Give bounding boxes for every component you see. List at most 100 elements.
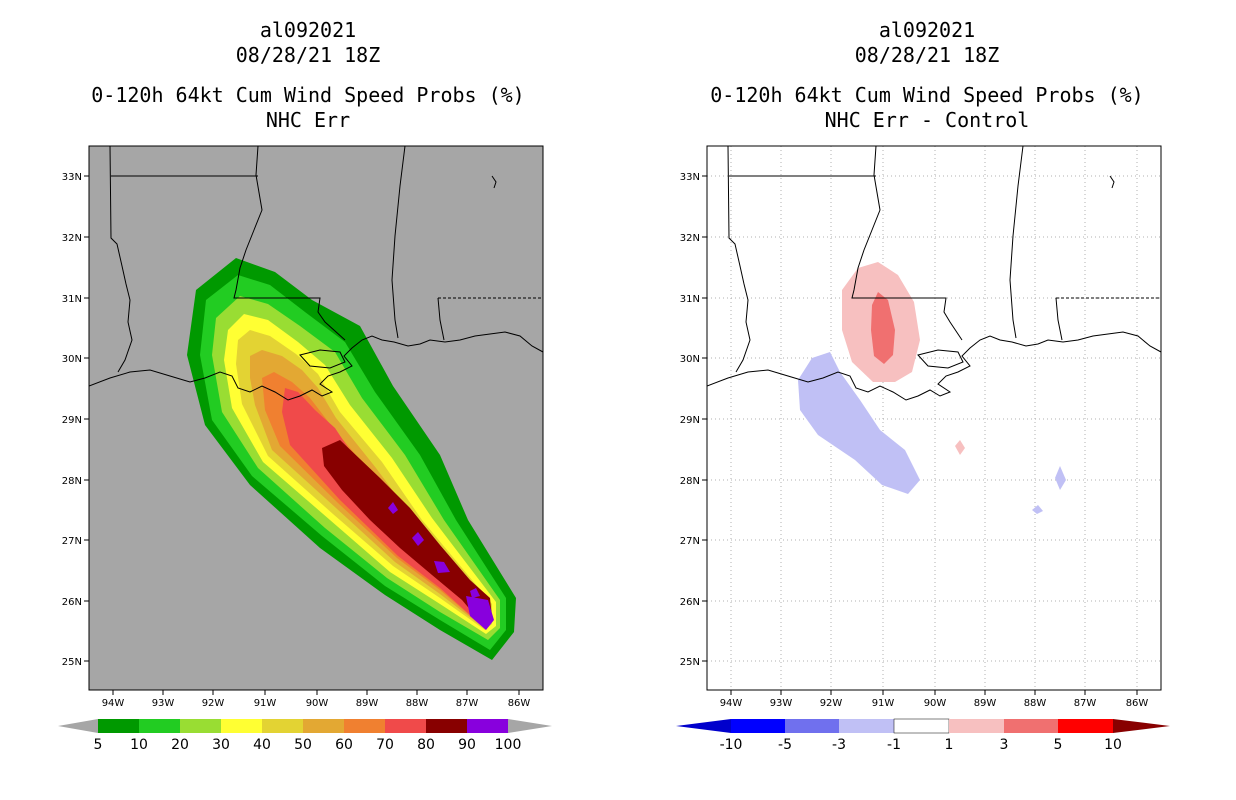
state-border	[233, 146, 346, 341]
colorbar-label: 60	[335, 737, 353, 753]
colorbar-under-triangle	[58, 719, 98, 733]
lat-label: 26N	[62, 597, 82, 608]
lat-label: 30N	[680, 354, 700, 365]
state-border	[851, 146, 963, 341]
colorbar-label: -3	[832, 737, 846, 753]
lon-label: 90W	[924, 698, 947, 709]
lat-label: 27N	[680, 536, 700, 547]
colorbar-over-triangle	[1113, 719, 1170, 733]
lat-label: 29N	[62, 415, 82, 426]
colorbar-swatch	[344, 719, 385, 733]
colorbar-swatch	[839, 719, 894, 733]
lon-label: 88W	[406, 698, 429, 709]
left-title: 0-120h 64kt Cum Wind Speed Probs (%)	[91, 83, 525, 107]
colorbar-label: 20	[171, 737, 189, 753]
colorbar-swatch	[98, 719, 139, 733]
state-border	[437, 297, 445, 341]
state-border	[391, 146, 406, 339]
lon-label: 88W	[1024, 698, 1047, 709]
lat-label: 28N	[62, 476, 82, 487]
colorbar-over-triangle	[508, 719, 552, 733]
lon-label: 94W	[102, 698, 125, 709]
lon-label: 91W	[254, 698, 277, 709]
colorbar-under-triangle	[676, 719, 731, 733]
lon-label: 92W	[820, 698, 843, 709]
lat-label: 25N	[680, 657, 700, 668]
coastline	[89, 331, 543, 401]
right-map-background	[707, 146, 1161, 690]
contour-90-spot	[412, 532, 424, 546]
state-border	[1009, 146, 1024, 339]
colorbar-swatch	[785, 719, 839, 733]
lon-label: 89W	[974, 698, 997, 709]
left-probability-contours	[187, 258, 516, 660]
positive-contour-1-spot	[955, 440, 965, 455]
coastline	[707, 331, 1161, 401]
lat-label: 33N	[62, 172, 82, 183]
state-border	[727, 146, 751, 373]
lat-label: 33N	[680, 172, 700, 183]
lon-label: 93W	[770, 698, 793, 709]
lon-label: 89W	[356, 698, 379, 709]
colorbar-label: 1	[945, 737, 954, 753]
left-datetime: 08/28/21 18Z	[235, 43, 381, 67]
lon-label: 94W	[720, 698, 743, 709]
left-lon-axis: 94W 93W 92W 91W 90W 89W 88W 87W 86W	[102, 690, 531, 709]
lat-label: 28N	[680, 476, 700, 487]
lat-label: 32N	[680, 233, 700, 244]
negative-contour-1-spot	[1032, 505, 1043, 514]
colorbar-swatch	[385, 719, 426, 733]
lat-label: 32N	[62, 233, 82, 244]
left-coastlines	[89, 146, 543, 401]
colorbar-swatch	[139, 719, 180, 733]
contour-80	[322, 440, 492, 626]
colorbar-swatch	[1004, 719, 1058, 733]
left-subtitle: NHC Err	[265, 108, 351, 132]
colorbar-label: 70	[376, 737, 394, 753]
right-lon-axis: 94W 93W 92W 91W 90W 89W 88W 87W 86W	[720, 690, 1149, 709]
coastline	[1109, 175, 1115, 189]
right-lat-axis: 33N 32N 31N 30N 29N 28N 27N 26N 25N	[680, 172, 707, 668]
colorbar-label: 10	[1104, 737, 1122, 753]
negative-contour-1	[798, 352, 920, 494]
lon-label: 93W	[152, 698, 175, 709]
right-title: 0-120h 64kt Cum Wind Speed Probs (%)	[710, 83, 1144, 107]
colorbar-label: 3	[1000, 737, 1009, 753]
colorbar-swatch	[467, 719, 508, 733]
positive-contour-3	[871, 292, 895, 364]
colorbar-swatch	[303, 719, 344, 733]
right-colorbar: -10 -5 -3 -1 1 3 5 10	[676, 718, 1170, 753]
lat-label: 31N	[62, 294, 82, 305]
contour-90	[466, 596, 494, 630]
colorbar-label: 5	[94, 737, 103, 753]
lon-label: 87W	[1074, 698, 1097, 709]
colorbar-swatch	[893, 718, 950, 734]
colorbar-label: 90	[458, 737, 476, 753]
lon-label: 90W	[306, 698, 329, 709]
colorbar-label: 50	[294, 737, 312, 753]
right-storm-id: al092021	[878, 18, 976, 42]
lake	[299, 349, 346, 369]
colorbar-label: 40	[253, 737, 271, 753]
colorbar-swatch	[731, 719, 785, 733]
contour-90-spot	[434, 561, 450, 573]
colorbar-swatch	[949, 719, 1004, 733]
lon-label: 86W	[1126, 698, 1149, 709]
right-difference-contours	[798, 262, 1066, 514]
right-datetime: 08/28/21 18Z	[854, 43, 1000, 67]
colorbar-label: -5	[778, 737, 792, 753]
right-title-block: al092021 08/28/21 18Z 0-120h 64kt Cum Wi…	[697, 18, 1157, 133]
colorbar-label: -1	[887, 737, 901, 753]
lat-label: 29N	[680, 415, 700, 426]
lon-label: 86W	[508, 698, 531, 709]
lat-label: 31N	[680, 294, 700, 305]
contour-90-spot	[470, 588, 480, 598]
colorbar-label: 80	[417, 737, 435, 753]
colorbar-swatch	[180, 719, 221, 733]
lat-label: 30N	[62, 354, 82, 365]
contour-90-spot	[388, 502, 398, 514]
colorbar-label: -10	[720, 737, 743, 753]
colorbar-label: 5	[1054, 737, 1063, 753]
colorbar-swatch	[426, 719, 467, 733]
left-lat-axis: 33N 32N 31N 30N 29N 28N 27N 26N 25N	[62, 172, 89, 668]
